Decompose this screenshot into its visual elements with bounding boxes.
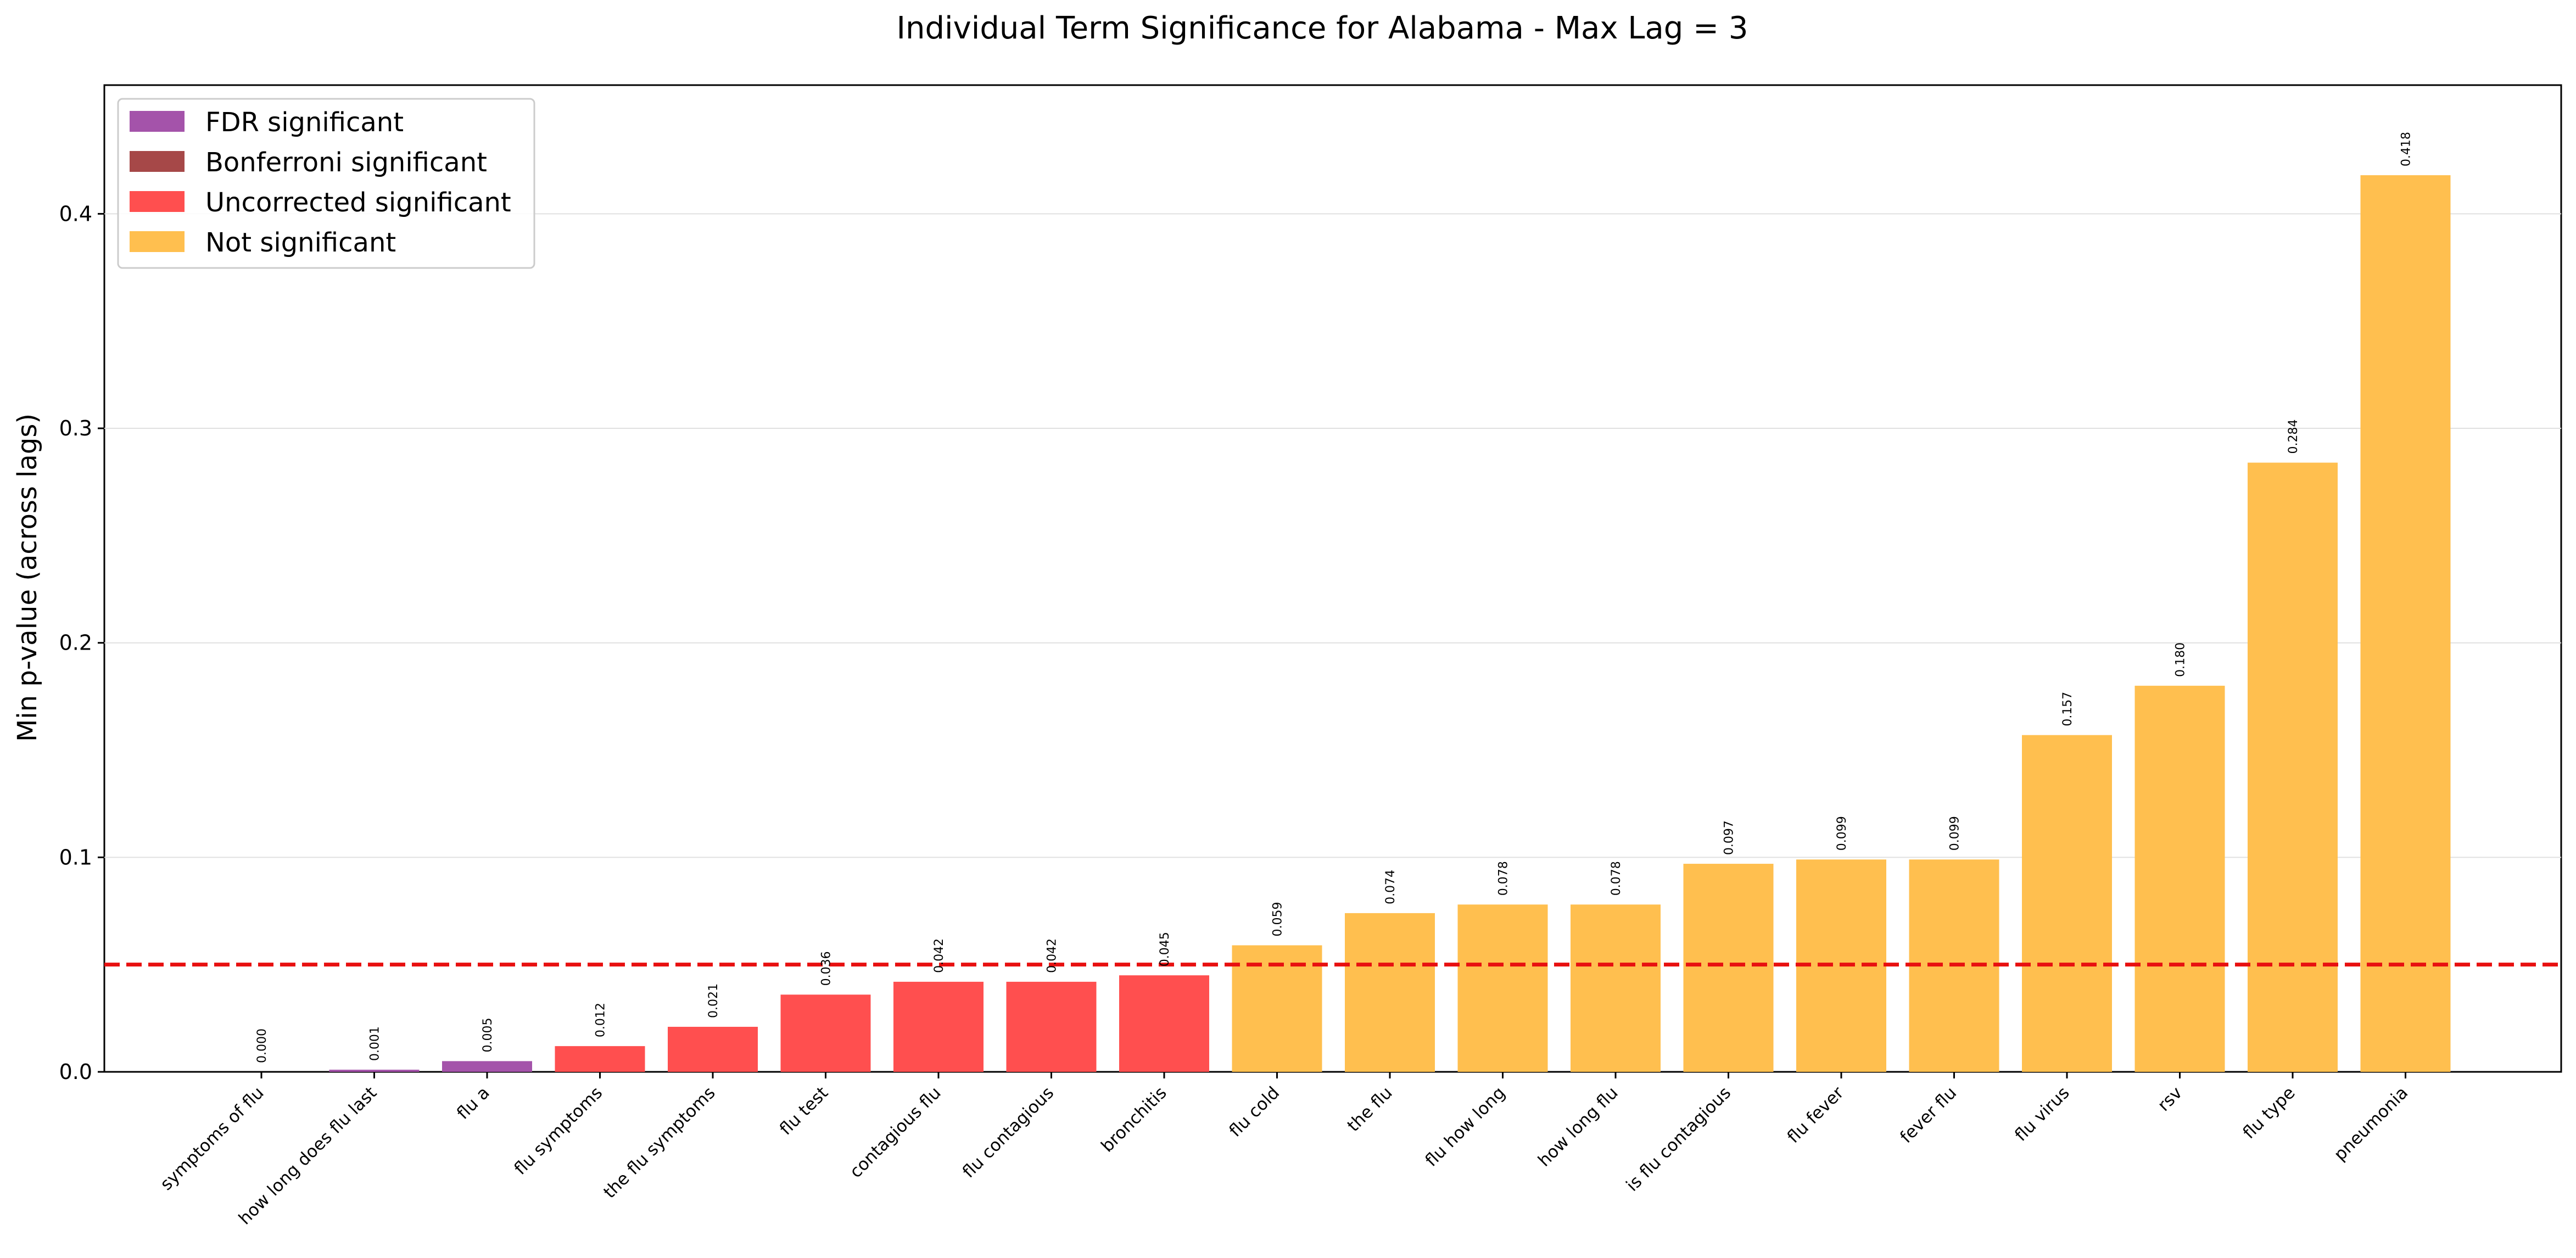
legend-box [117,98,535,269]
x-tick-label: the flu [1344,1083,1396,1136]
x-tick-label: symptoms of flu [157,1083,268,1194]
data-label: 0.036 [820,951,834,986]
data-label: 0.059 [1271,902,1285,937]
data-label: 0.001 [368,1026,382,1061]
data-label: 0.099 [1835,816,1849,851]
x-tick-label: flu cold [1226,1083,1284,1141]
y-tick-label: 0.3 [59,416,92,440]
bar [1683,864,1774,1072]
data-label: 0.180 [2174,642,2188,677]
data-label: 0.074 [1384,870,1398,904]
x-tick-label: the flu symptoms [600,1083,719,1203]
data-label: 0.005 [481,1017,495,1052]
legend-label: FDR significant [205,107,404,138]
bar [1457,904,1548,1072]
bar [780,994,871,1072]
x-tick-label: is flu contagious [1622,1083,1735,1195]
legend-swatch [130,191,185,212]
x-tick-label: fever flu [1896,1083,1960,1147]
x-tick-label: bronchitis [1097,1083,1170,1156]
x-tick-label: flu fever [1784,1083,1848,1147]
y-tick-label: 0.0 [59,1060,92,1084]
data-label: 0.042 [1046,938,1059,973]
data-label: 0.012 [594,1003,608,1037]
bar [2022,735,2112,1072]
legend: FDR significant Bonferroni significant Unc… [117,98,535,269]
bar [1571,904,1661,1072]
x-tick-label: flu contagious [959,1083,1058,1182]
bar [2248,462,2338,1072]
data-label: 0.042 [932,938,946,973]
legend-label: Not significant [205,227,396,258]
data-label: 0.418 [2400,132,2413,166]
data-labels: 0.000 0.001 0.005 0.012 0.021 0.036 0.042 0.042… [255,132,2413,1063]
legend-swatch [130,231,185,252]
data-label: 0.078 [1497,861,1511,896]
data-label: 0.045 [1158,932,1172,966]
x-tick-label: flu symptoms [511,1083,607,1179]
data-label: 0.078 [1610,861,1623,896]
bar [2360,175,2451,1072]
legend-label: Bonferroni significant [205,147,487,178]
bar [2134,685,2225,1072]
bar [329,1070,420,1072]
data-label: 0.157 [2061,692,2075,726]
x-tick-label: flu type [2239,1083,2299,1143]
y-axis-label: Min p-value (across lags) [12,413,43,742]
bar [1006,981,1097,1072]
data-label: 0.099 [1948,816,1962,851]
data-label: 0.284 [2287,420,2300,454]
y-tick-label: 0.1 [59,845,92,869]
legend-swatch [130,111,185,132]
x-tick-label: flu virus [2011,1083,2074,1145]
bar [1345,913,1435,1072]
plot-frame [103,84,2562,1073]
x-tick-label: flu a [453,1083,494,1123]
legend-swatch [130,151,185,172]
chart-title: Individual Term Significance for Alabama… [897,10,1748,46]
data-label: 0.000 [255,1028,269,1063]
x-tick-label: contagious flu [846,1083,945,1182]
bar [668,1026,758,1072]
x-tick-label: how long flu [1534,1083,1622,1171]
y-axis: 0.0 0.1 0.2 0.3 0.4 [59,202,104,1084]
bar-series [329,175,2451,1072]
bar [1119,975,1209,1072]
data-label: 0.021 [707,983,720,1018]
legend-label: Uncorrected significant [205,187,511,218]
y-tick-label: 0.2 [59,631,92,655]
x-tick-label: rsv [2154,1083,2186,1115]
x-tick-label: flu how long [1422,1083,1510,1171]
y-tick-label: 0.4 [59,202,92,226]
x-tick-label: flu test [776,1083,832,1139]
x-tick-label: pneumonia [2330,1083,2412,1165]
bar [555,1046,645,1072]
data-label: 0.097 [1723,820,1736,855]
bar [442,1061,532,1072]
bar [893,981,984,1072]
